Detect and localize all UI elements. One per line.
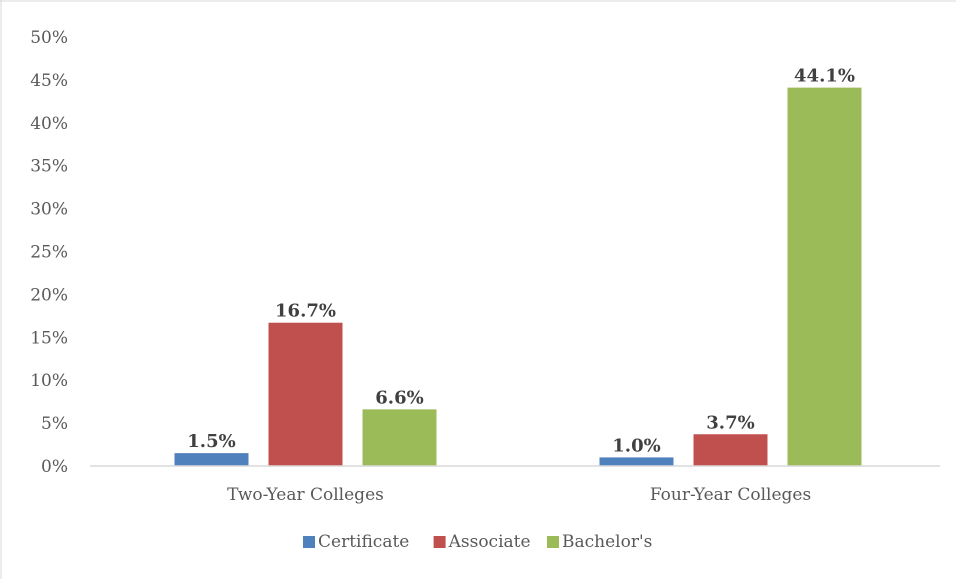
y-tick-label: 15% [30, 328, 68, 348]
y-tick-label: 10% [30, 371, 68, 391]
y-tick-label: 45% [30, 71, 68, 91]
y-axis: 0% 5% 10% 15% 20% 25% 30% 35% 40% 45% 50% [30, 28, 68, 477]
bar-associate-0 [268, 322, 343, 466]
legend-swatch [303, 536, 315, 548]
data-label: 6.6% [375, 387, 423, 408]
y-tick-label: 5% [41, 414, 68, 434]
y-tick-label: 20% [30, 285, 68, 305]
data-label: 3.7% [706, 412, 754, 433]
legend-swatch [433, 536, 446, 548]
data-label: 16.7% [275, 301, 336, 322]
legend: Certificate Associate Bachelor's [303, 532, 652, 552]
x-axis: Two-Year Colleges Four-Year Colleges [90, 465, 940, 505]
legend-label: Certificate [318, 532, 409, 552]
y-tick-label: 0% [41, 457, 68, 477]
x-category-label: Four-Year Colleges [650, 485, 811, 505]
legend-label: Associate [448, 532, 531, 552]
y-tick-label: 40% [30, 114, 68, 134]
bar-bachelor-s-0 [362, 409, 437, 466]
data-label: 1.5% [187, 431, 235, 452]
y-tick-label: 30% [30, 200, 68, 220]
legend-swatch [547, 536, 559, 548]
bar-certificate-0 [174, 453, 249, 466]
y-tick-label: 25% [30, 243, 68, 263]
bar-bachelor-s-1 [787, 87, 862, 466]
bars-group: 1.5% 16.7% 6.6% 1.0% 3.7% 44.1% [174, 66, 862, 466]
bar-associate-1 [693, 434, 768, 466]
y-tick-label: 35% [30, 157, 68, 177]
data-label: 1.0% [612, 435, 660, 456]
x-category-label: Two-Year Colleges [227, 485, 384, 505]
bar-certificate-1 [599, 457, 674, 466]
data-label: 44.1% [794, 66, 855, 87]
y-tick-label: 50% [30, 28, 68, 48]
legend-label: Bachelor's [562, 532, 652, 552]
